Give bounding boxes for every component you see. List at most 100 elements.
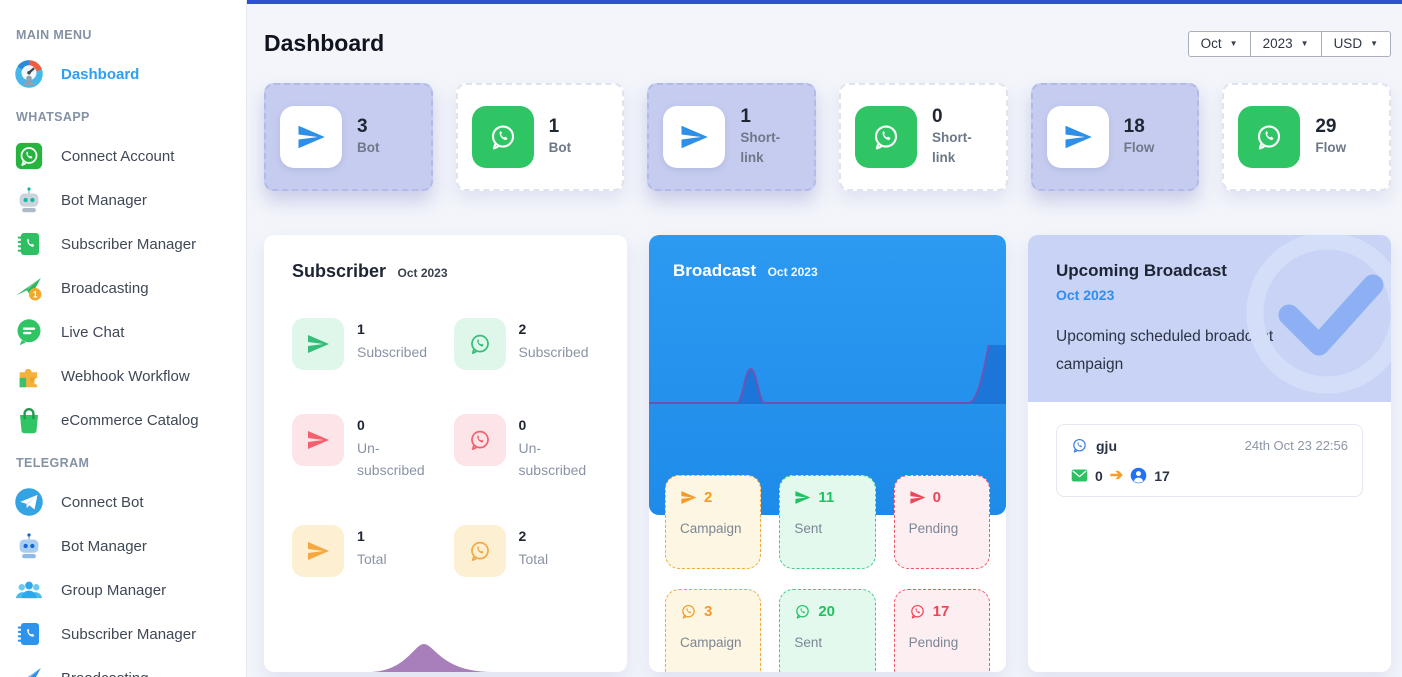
subscriber-title: Subscriber: [292, 261, 387, 281]
chevron-down-icon: ▼: [1370, 38, 1378, 48]
upcoming-broadcast-period: Oct 2023: [1056, 287, 1115, 303]
stat-card-whatsapp-bot[interactable]: 1 Bot: [455, 83, 625, 191]
subscriber-stat-telegram-total: 1 Total: [292, 525, 438, 578]
currency-select[interactable]: USD ▼: [1320, 30, 1391, 57]
sidebar-section-main-menu: MAIN MENU: [16, 28, 92, 42]
subscriber-stat-whatsapp-subscribed: 2 Subscribed: [453, 318, 600, 370]
stat-card-telegram-flow[interactable]: 18 Flow: [1030, 83, 1200, 191]
arrow-right-icon: ➔: [1109, 466, 1124, 484]
upcoming-broadcast-panel: Upcoming Broadcast Oct 2023 Upcoming sch…: [1028, 235, 1391, 672]
broadcast-panel: Broadcast Oct 2023 2 Campaign 11 Sent: [649, 235, 1006, 672]
sidebar-section-whatsapp: WHATSAPP: [16, 110, 90, 124]
broadcast-stat-telegram-pending: 0 Pending: [893, 475, 990, 569]
year-select[interactable]: 2023 ▼: [1249, 30, 1322, 57]
upcoming-broadcast-header: Upcoming Broadcast Oct 2023 Upcoming sch…: [1028, 235, 1391, 402]
stat-card-telegram-bot[interactable]: 3 Bot: [264, 83, 433, 191]
upcoming-broadcast-description: Upcoming scheduled broadcast campaign: [1056, 328, 1274, 373]
month-select[interactable]: Oct ▼: [1187, 30, 1251, 57]
chevron-down-icon: ▼: [1229, 38, 1238, 48]
shopping-bag-icon: [14, 405, 44, 435]
broadcast-plane-icon: 1: [14, 273, 44, 303]
broadcast-stat-telegram-sent: 11 Sent: [779, 475, 876, 569]
subscriber-stat-whatsapp-unsubscribed: 0 Un-subscribed: [453, 414, 600, 481]
broadcast-title: Broadcast: [673, 261, 757, 280]
sidebar-section-telegram: TELEGRAM: [16, 456, 90, 470]
sent-count: 0: [1095, 467, 1103, 484]
gauge-icon: [14, 59, 44, 89]
sidebar: MAIN MENU Dashboard WHATSAPP Connect Acc…: [0, 0, 247, 677]
chat-bubble-icon: [14, 317, 44, 347]
subscriber-panel: Subscriber Oct 2023 1 Subscribed 2 Subsc…: [264, 235, 627, 672]
telegram-plane-icon: [280, 106, 342, 168]
telegram-plane-icon: [909, 489, 926, 506]
whatsapp-icon: [794, 603, 811, 620]
top-accent-bar: [247, 0, 1402, 4]
sidebar-item-wa-subscriber-manager[interactable]: Subscriber Manager: [14, 224, 236, 264]
broadcast-chart-panel: Broadcast Oct 2023: [649, 235, 1006, 515]
stats-row: 3 Bot 1 Bot 1 Short-link 0 Short-link 18…: [264, 83, 1391, 191]
page-header: Dashboard Oct ▼ 2023 ▼ USD ▼: [264, 30, 1391, 57]
telegram-plane-icon: [663, 106, 726, 168]
upcoming-broadcast-list: gju 24th Oct 23 22:56 0 ➔ 17: [1028, 402, 1391, 519]
sidebar-item-dashboard[interactable]: Dashboard: [14, 54, 236, 94]
person-icon: [1130, 467, 1147, 484]
stat-card-whatsapp-shortlink[interactable]: 0 Short-link: [839, 83, 1008, 191]
upcoming-broadcast-item[interactable]: gju 24th Oct 23 22:56 0 ➔ 17: [1056, 424, 1363, 497]
subscriber-chart-peak: [368, 644, 492, 672]
broadcast-plane-icon: 1: [14, 663, 44, 677]
whatsapp-icon: [453, 525, 506, 578]
sidebar-item-wa-connect-account[interactable]: Connect Account: [14, 136, 236, 176]
stat-card-telegram-shortlink[interactable]: 1 Short-link: [647, 83, 816, 191]
whatsapp-icon: [471, 106, 534, 168]
sidebar-item-tg-broadcasting[interactable]: 1 Broadcasting: [14, 658, 236, 677]
filter-group: Oct ▼ 2023 ▼ USD ▼: [1187, 30, 1391, 57]
group-icon: [14, 575, 44, 605]
broadcast-tiles: 2 Campaign 11 Sent 0 Pending 3 Campaign …: [649, 475, 1006, 672]
contact-book-icon: [14, 229, 44, 259]
broadcast-stat-whatsapp-campaign: 3 Campaign: [665, 589, 762, 672]
robot-icon: [14, 531, 44, 561]
broadcast-stat-telegram-campaign: 2 Campaign: [665, 475, 762, 569]
sidebar-item-tg-connect-bot[interactable]: Connect Bot: [14, 482, 236, 522]
content-row: Subscriber Oct 2023 1 Subscribed 2 Subsc…: [264, 235, 1391, 672]
broadcast-name: gju: [1096, 437, 1117, 454]
broadcast-stat-whatsapp-sent: 20 Sent: [779, 589, 876, 672]
sidebar-item-wa-bot-manager[interactable]: Bot Manager: [14, 180, 236, 220]
whatsapp-icon: [909, 603, 926, 620]
subscriber-stat-telegram-subscribed: 1 Subscribed: [292, 318, 438, 370]
upcoming-broadcast-title: Upcoming Broadcast: [1056, 261, 1227, 280]
telegram-plane-icon: [292, 318, 344, 370]
sidebar-item-wa-broadcasting[interactable]: 1 Broadcasting: [14, 268, 236, 308]
broadcast-period: Oct 2023: [767, 265, 818, 279]
telegram-plane-icon: [1046, 106, 1109, 168]
telegram-plane-icon: [794, 489, 811, 506]
svg-text:1: 1: [33, 289, 38, 299]
whatsapp-icon: [1071, 437, 1088, 454]
telegram-circle-icon: [14, 487, 44, 517]
broadcast-stat-whatsapp-pending: 17 Pending: [893, 589, 990, 672]
broadcast-timestamp: 24th Oct 23 22:56: [1244, 438, 1348, 453]
sidebar-item-tg-bot-manager[interactable]: Bot Manager: [14, 526, 236, 566]
whatsapp-icon: [1238, 106, 1301, 168]
recipient-count: 17: [1154, 467, 1170, 484]
whatsapp-icon: [680, 603, 697, 620]
whatsapp-square-icon: [14, 141, 44, 171]
contact-book-icon: [14, 619, 44, 649]
telegram-plane-icon: [292, 525, 344, 578]
stat-card-whatsapp-flow[interactable]: 29 Flow: [1222, 83, 1391, 191]
subscriber-grid: 1 Subscribed 2 Subscribed 0 Un-subscribe…: [292, 318, 600, 578]
sidebar-item-wa-ecommerce-catalog[interactable]: eCommerce Catalog: [14, 400, 236, 440]
check-decoration-icon: [1246, 235, 1391, 394]
sidebar-item-wa-webhook-workflow[interactable]: Webhook Workflow: [14, 356, 236, 396]
page-title: Dashboard: [264, 30, 385, 56]
robot-icon: [14, 185, 44, 215]
puzzle-icon: [14, 361, 44, 391]
sidebar-item-tg-group-manager[interactable]: Group Manager: [14, 570, 236, 610]
whatsapp-icon: [453, 414, 506, 466]
sidebar-item-wa-live-chat[interactable]: Live Chat: [14, 312, 236, 352]
chevron-down-icon: ▼: [1300, 38, 1309, 48]
subscriber-period: Oct 2023: [397, 266, 448, 280]
broadcast-area-chart: [649, 345, 1006, 404]
subscriber-stat-whatsapp-total: 2 Total: [453, 525, 600, 578]
sidebar-item-tg-subscriber-manager[interactable]: Subscriber Manager: [14, 614, 236, 654]
